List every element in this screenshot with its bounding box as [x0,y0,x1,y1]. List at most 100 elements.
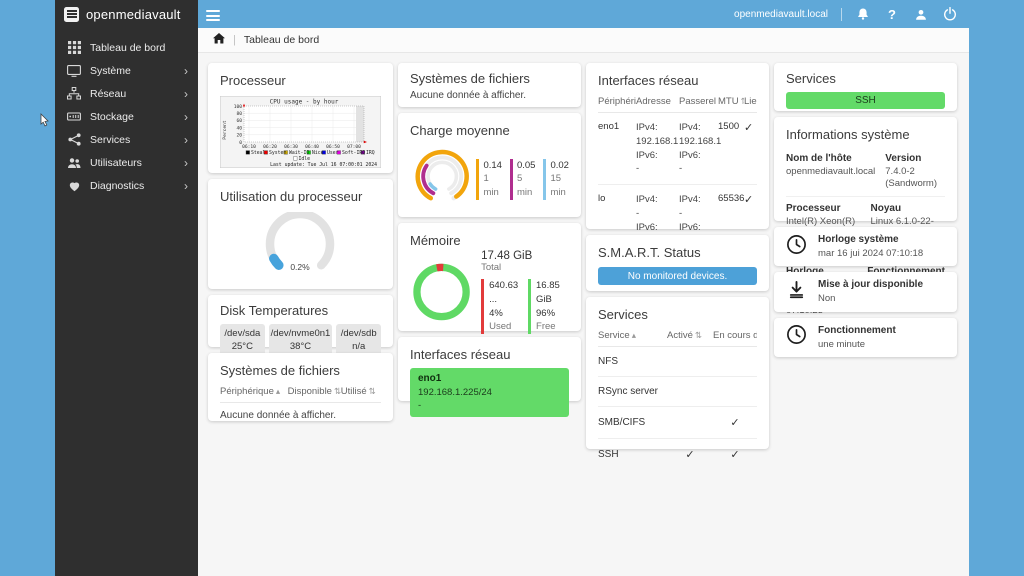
sidebar-item-tableau-de-bord[interactable]: Tableau de bord [55,36,198,59]
interface-address: IPv4: 192.168.1 IPv6: - [636,122,679,175]
svg-text:20: 20 [236,133,242,139]
svg-text:Soft-IRQ: Soft-IRQ [342,150,365,156]
empty-table-message: Aucune donnée à afficher. [220,410,337,421]
table-row: RSync server [598,377,757,407]
mini-card-value: Non [818,293,836,305]
sort-icon: ⇅ [694,330,702,340]
clock-icon [786,234,807,260]
sidebar-item-utilisateurs[interactable]: Utilisateurs › [55,151,198,174]
card-interfaces-reseau-table: Interfaces réseau Périphéri Adresse Pass… [586,63,769,246]
help-icon[interactable]: ? [888,6,896,22]
topbar-right: openmediavault.local ? [734,0,958,28]
column-header-utilise[interactable]: Utilisé ⇅ [340,386,376,397]
svg-text:80: 80 [236,111,242,117]
svg-text:User: User [327,150,339,156]
svg-text:40: 40 [236,125,242,131]
logo-text: openmediavault [86,6,181,22]
card-utilisation-processeur: Utilisation du processeur 0.2% [208,179,393,289]
card-disk-temperatures: Disk Temperatures /dev/sda 25°C /dev/nvme… [208,295,393,357]
card-charge-moyenne: Charge moyenne 0.14 1 min 0.05 5 min 0.02 1… [398,113,581,217]
chevron-right-icon: › [184,132,188,147]
breadcrumb-current: Tableau de bord [243,34,320,46]
column-header-disponible[interactable]: Disponible ⇅ [287,386,341,397]
disk-temp-chip: /dev/nvme0n1 38°C [268,324,333,357]
interface-name: eno1 [598,121,620,132]
svg-text:Wait-IO: Wait-IO [289,150,309,156]
chevron-right-icon: › [184,155,188,170]
clock-icon [786,324,807,350]
home-icon[interactable] [213,31,225,49]
ssh-service-button[interactable]: SSH [786,92,945,109]
column-header-mtu[interactable]: MTU⇅ [718,96,744,107]
column-header-active[interactable]: Activé ⇅ [667,330,702,341]
sidebar-item-reseau[interactable]: Réseau › [55,82,198,105]
sysinfo-field: Version 7.4.0-2 (Sandworm) [885,153,938,190]
load-15min: 0.02 15 min [543,158,569,200]
sort-icon: ⇅ [333,386,341,396]
column-header-passerelle[interactable]: Passerel [679,96,716,107]
network-interface-chip: eno1 192.168.1.225/24 - [410,368,569,417]
share-icon [67,133,81,146]
table-row: SSH ✓ ✓ [598,439,757,464]
svg-text:06:10: 06:10 [242,144,256,150]
sidebar-item-services[interactable]: Services › [55,128,198,151]
load-1min: 0.14 1 min [476,158,502,200]
svg-text:System: System [269,150,286,156]
column-header-service[interactable]: Service ▴ [598,330,636,341]
svg-text:Steal: Steal [251,150,266,156]
column-header-adresse[interactable]: Adresse [636,96,671,107]
card-title: Disk Temperatures [220,303,329,318]
sidebar: openmediavault Tableau de bord Système ›… [55,0,198,576]
memory-used: 640.63 ... 4% Used [481,279,520,335]
sidebar-item-systeme[interactable]: Système › [55,59,198,82]
memory-free: 16.85 GiB 96% Free [528,279,569,335]
bell-icon[interactable] [855,6,871,22]
svg-text:Percent: Percent [222,120,228,140]
svg-text:06:40: 06:40 [305,144,319,150]
host-name: openmediavault.local [734,8,828,20]
diagnostics-heart-icon [67,180,81,192]
chevron-right-icon: › [184,63,188,78]
svg-text:0.2%: 0.2% [290,262,310,272]
service-name: RSync server [598,386,659,397]
running-check-icon: ✓ [730,449,740,461]
card-title: Systèmes de fichiers [220,363,340,378]
svg-text:06:30: 06:30 [284,144,298,150]
download-icon [786,279,807,305]
card-title: Charge moyenne [410,123,510,138]
svg-text:Last update: Tue Jul 16 07:00:: Last update: Tue Jul 16 07:00:01 2024 [270,162,377,168]
sort-icon: ⇅ [368,386,376,396]
card-processeur: Processeur CPU usage - by hour 100 [208,63,393,173]
cpu-gauge: 0.2% [265,212,335,272]
card-horloge-systeme: Horloge système mar 16 jui 2024 07:10:18 [774,227,957,267]
card-memoire: Mémoire 17.48 GiB Total 640.63 ... 4% [398,223,581,335]
empty-message: Aucune donnée à afficher. [410,90,527,101]
column-header-peripherique[interactable]: Périphérique ▴ [220,386,281,397]
sidebar-item-stockage[interactable]: Stockage › [55,105,198,128]
mini-card-title: Mise à jour disponible [818,279,924,291]
service-name: NFS [598,356,618,367]
card-title: Informations système [786,127,910,142]
card-title: Processeur [220,73,286,88]
sysinfo-field: Nom de l'hôte openmediavault.local [786,153,876,177]
chevron-right-icon: › [184,86,188,101]
memory-total-value: 17.48 GiB [481,250,533,262]
menu-icon[interactable] [206,10,220,21]
system-monitor-icon [67,64,81,77]
svg-text:07:00: 07:00 [347,144,361,150]
dashboard-grid-icon [67,41,81,54]
column-header-en-cours[interactable]: En cours d'ex [713,330,757,341]
user-icon[interactable] [913,6,929,22]
sort-icon: ⇅ [741,96,744,106]
chevron-right-icon: › [184,178,188,193]
logo[interactable]: openmediavault [55,0,198,28]
sidebar-item-diagnostics[interactable]: Diagnostics › [55,174,198,197]
column-header-lien[interactable]: Lien⇅ [744,96,757,107]
column-header-peripherique[interactable]: Périphéri [598,96,636,107]
sort-asc-icon: ▴ [631,330,636,340]
disk-temp-chip: /dev/sda 25°C [220,324,265,357]
table-row: SMB/CIFS ✓ [598,407,757,439]
storage-icon [67,111,81,122]
svg-text:Idle: Idle [299,156,311,162]
power-icon[interactable] [942,6,958,22]
